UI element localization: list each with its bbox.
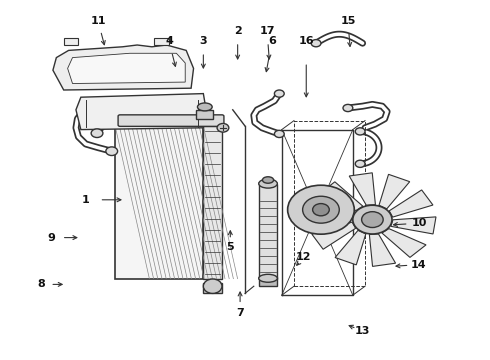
Text: 5: 5 — [226, 242, 234, 252]
Circle shape — [303, 196, 339, 223]
FancyBboxPatch shape — [118, 115, 224, 126]
Circle shape — [274, 90, 284, 97]
Circle shape — [311, 40, 321, 47]
Circle shape — [355, 160, 365, 167]
Circle shape — [353, 205, 392, 234]
Circle shape — [313, 203, 329, 216]
Circle shape — [274, 130, 284, 138]
Ellipse shape — [263, 177, 273, 183]
Polygon shape — [312, 222, 356, 249]
Text: 6: 6 — [268, 36, 276, 46]
Circle shape — [343, 104, 353, 112]
Bar — [203, 126, 222, 279]
Polygon shape — [309, 205, 354, 222]
Text: 3: 3 — [199, 36, 207, 46]
Bar — [115, 126, 203, 279]
Ellipse shape — [203, 279, 222, 293]
Circle shape — [217, 123, 229, 132]
Polygon shape — [76, 94, 206, 130]
Polygon shape — [349, 173, 375, 205]
Text: 13: 13 — [355, 326, 370, 336]
Polygon shape — [379, 174, 410, 209]
Text: 8: 8 — [38, 279, 46, 289]
Polygon shape — [369, 234, 395, 266]
Bar — [259, 184, 277, 279]
Text: 2: 2 — [234, 26, 242, 36]
Text: 17: 17 — [259, 26, 275, 36]
Text: 15: 15 — [340, 16, 356, 26]
Circle shape — [288, 185, 354, 234]
Bar — [203, 283, 222, 293]
Text: 7: 7 — [236, 308, 244, 318]
Text: 1: 1 — [82, 195, 90, 205]
Text: 9: 9 — [48, 233, 55, 243]
Ellipse shape — [259, 274, 277, 282]
Polygon shape — [53, 45, 194, 90]
Polygon shape — [68, 53, 185, 84]
Bar — [259, 277, 277, 286]
Ellipse shape — [197, 103, 212, 111]
Polygon shape — [335, 230, 366, 265]
Text: 14: 14 — [411, 260, 427, 270]
Polygon shape — [391, 217, 436, 234]
Polygon shape — [389, 190, 433, 217]
Ellipse shape — [259, 179, 277, 188]
Polygon shape — [319, 182, 363, 211]
Circle shape — [355, 128, 365, 135]
Polygon shape — [382, 229, 426, 257]
Circle shape — [91, 129, 103, 138]
Bar — [196, 110, 213, 119]
Text: 4: 4 — [165, 36, 173, 46]
Circle shape — [106, 147, 118, 156]
Bar — [154, 38, 169, 45]
Bar — [64, 38, 78, 45]
Text: 11: 11 — [90, 16, 106, 26]
Text: 10: 10 — [411, 218, 427, 228]
Text: 16: 16 — [298, 36, 314, 46]
Circle shape — [362, 212, 383, 228]
Text: 12: 12 — [296, 252, 312, 262]
